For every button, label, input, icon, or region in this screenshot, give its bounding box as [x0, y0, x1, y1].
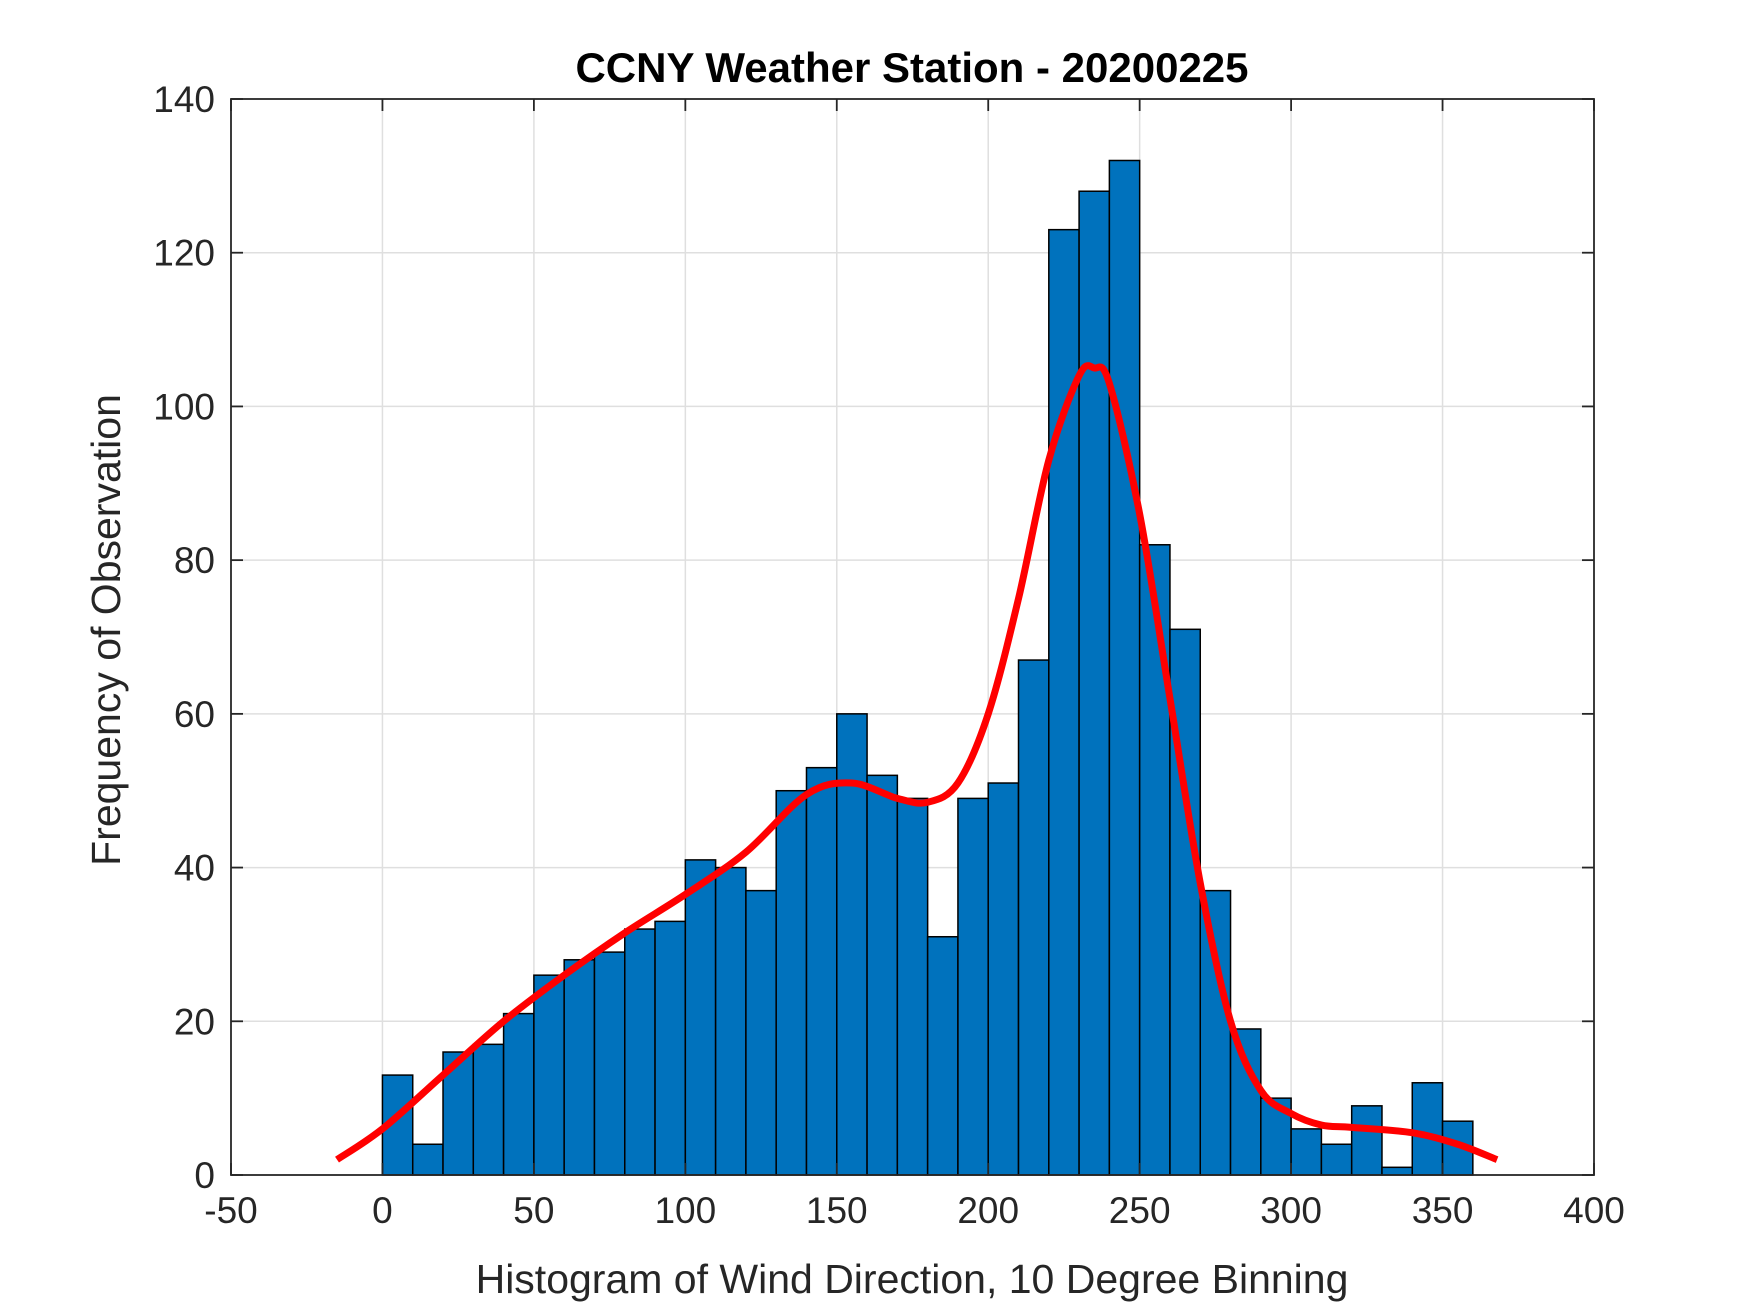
histogram-bar	[1017, 659, 1050, 1176]
x-tick-label: 300	[1260, 1190, 1322, 1231]
histogram-bar	[987, 782, 1020, 1176]
histogram-bar	[957, 797, 989, 1176]
histogram-bar	[472, 1043, 505, 1176]
axes-layer	[230, 98, 1595, 1176]
histogram-bar	[684, 859, 717, 1176]
histogram-bar	[654, 920, 687, 1176]
histogram-bar	[1108, 159, 1141, 1176]
histogram-bar	[866, 774, 899, 1176]
histogram-bar	[745, 889, 777, 1176]
chart-title: CCNY Weather Station - 20200225	[575, 44, 1248, 91]
histogram-bar	[533, 974, 565, 1176]
histogram-bar	[1078, 190, 1111, 1176]
x-tick-label: 0	[372, 1190, 393, 1231]
x-tick-label: 50	[513, 1190, 554, 1231]
histogram-bar	[1350, 1105, 1383, 1176]
histogram-bar	[805, 766, 838, 1176]
x-axis-label: Histogram of Wind Direction, 10 Degree B…	[476, 1256, 1349, 1302]
histogram-bar	[1381, 1166, 1414, 1176]
x-tick-label: 250	[1109, 1190, 1171, 1231]
y-tick-label: 40	[174, 848, 215, 889]
y-tick-label: 120	[153, 233, 215, 274]
histogram-bar	[442, 1051, 475, 1176]
x-tick-label: 200	[957, 1190, 1019, 1231]
y-tick-label: 100	[153, 386, 215, 427]
x-tick-label: -50	[204, 1190, 257, 1231]
histogram-bar	[1290, 1128, 1323, 1176]
x-tick-label: 350	[1412, 1190, 1474, 1231]
histogram-bar	[1048, 228, 1080, 1176]
fit-curve	[335, 362, 1499, 1163]
histogram-bar	[714, 866, 747, 1176]
x-tick-label: 400	[1563, 1190, 1625, 1231]
y-tick-label: 0	[194, 1155, 215, 1196]
y-axis-label: Frequency of Observation	[83, 394, 129, 866]
x-tick-label: 100	[654, 1190, 716, 1231]
bars-layer	[381, 159, 1474, 1176]
y-tick-label: 60	[174, 694, 215, 735]
plot-frame	[230, 98, 1595, 1176]
histogram-bar	[563, 959, 596, 1176]
histogram-bar	[775, 789, 808, 1176]
histogram-bar	[926, 935, 959, 1176]
histogram-bar	[896, 797, 929, 1176]
histogram-bar	[836, 713, 868, 1176]
y-tick-label: 20	[174, 1001, 215, 1042]
labels-layer: -50 0 50 100 150 200 250 300 350 4000204060801001…	[153, 79, 1625, 1231]
histogram-bar	[1229, 1028, 1262, 1176]
fit-curve-layer	[335, 362, 1499, 1163]
histogram-bar	[1411, 1082, 1444, 1176]
histogram-bar	[1199, 889, 1232, 1176]
histogram-bar	[502, 1012, 535, 1176]
y-tick-label: 140	[153, 79, 215, 120]
x-tick-label: 150	[806, 1190, 868, 1231]
histogram-bar	[624, 928, 656, 1176]
histogram-bar	[1320, 1143, 1353, 1176]
y-tick-label: 80	[174, 540, 215, 581]
histogram-bar	[593, 951, 626, 1176]
histogram-bar	[1138, 544, 1171, 1176]
histogram-bar	[411, 1143, 444, 1176]
